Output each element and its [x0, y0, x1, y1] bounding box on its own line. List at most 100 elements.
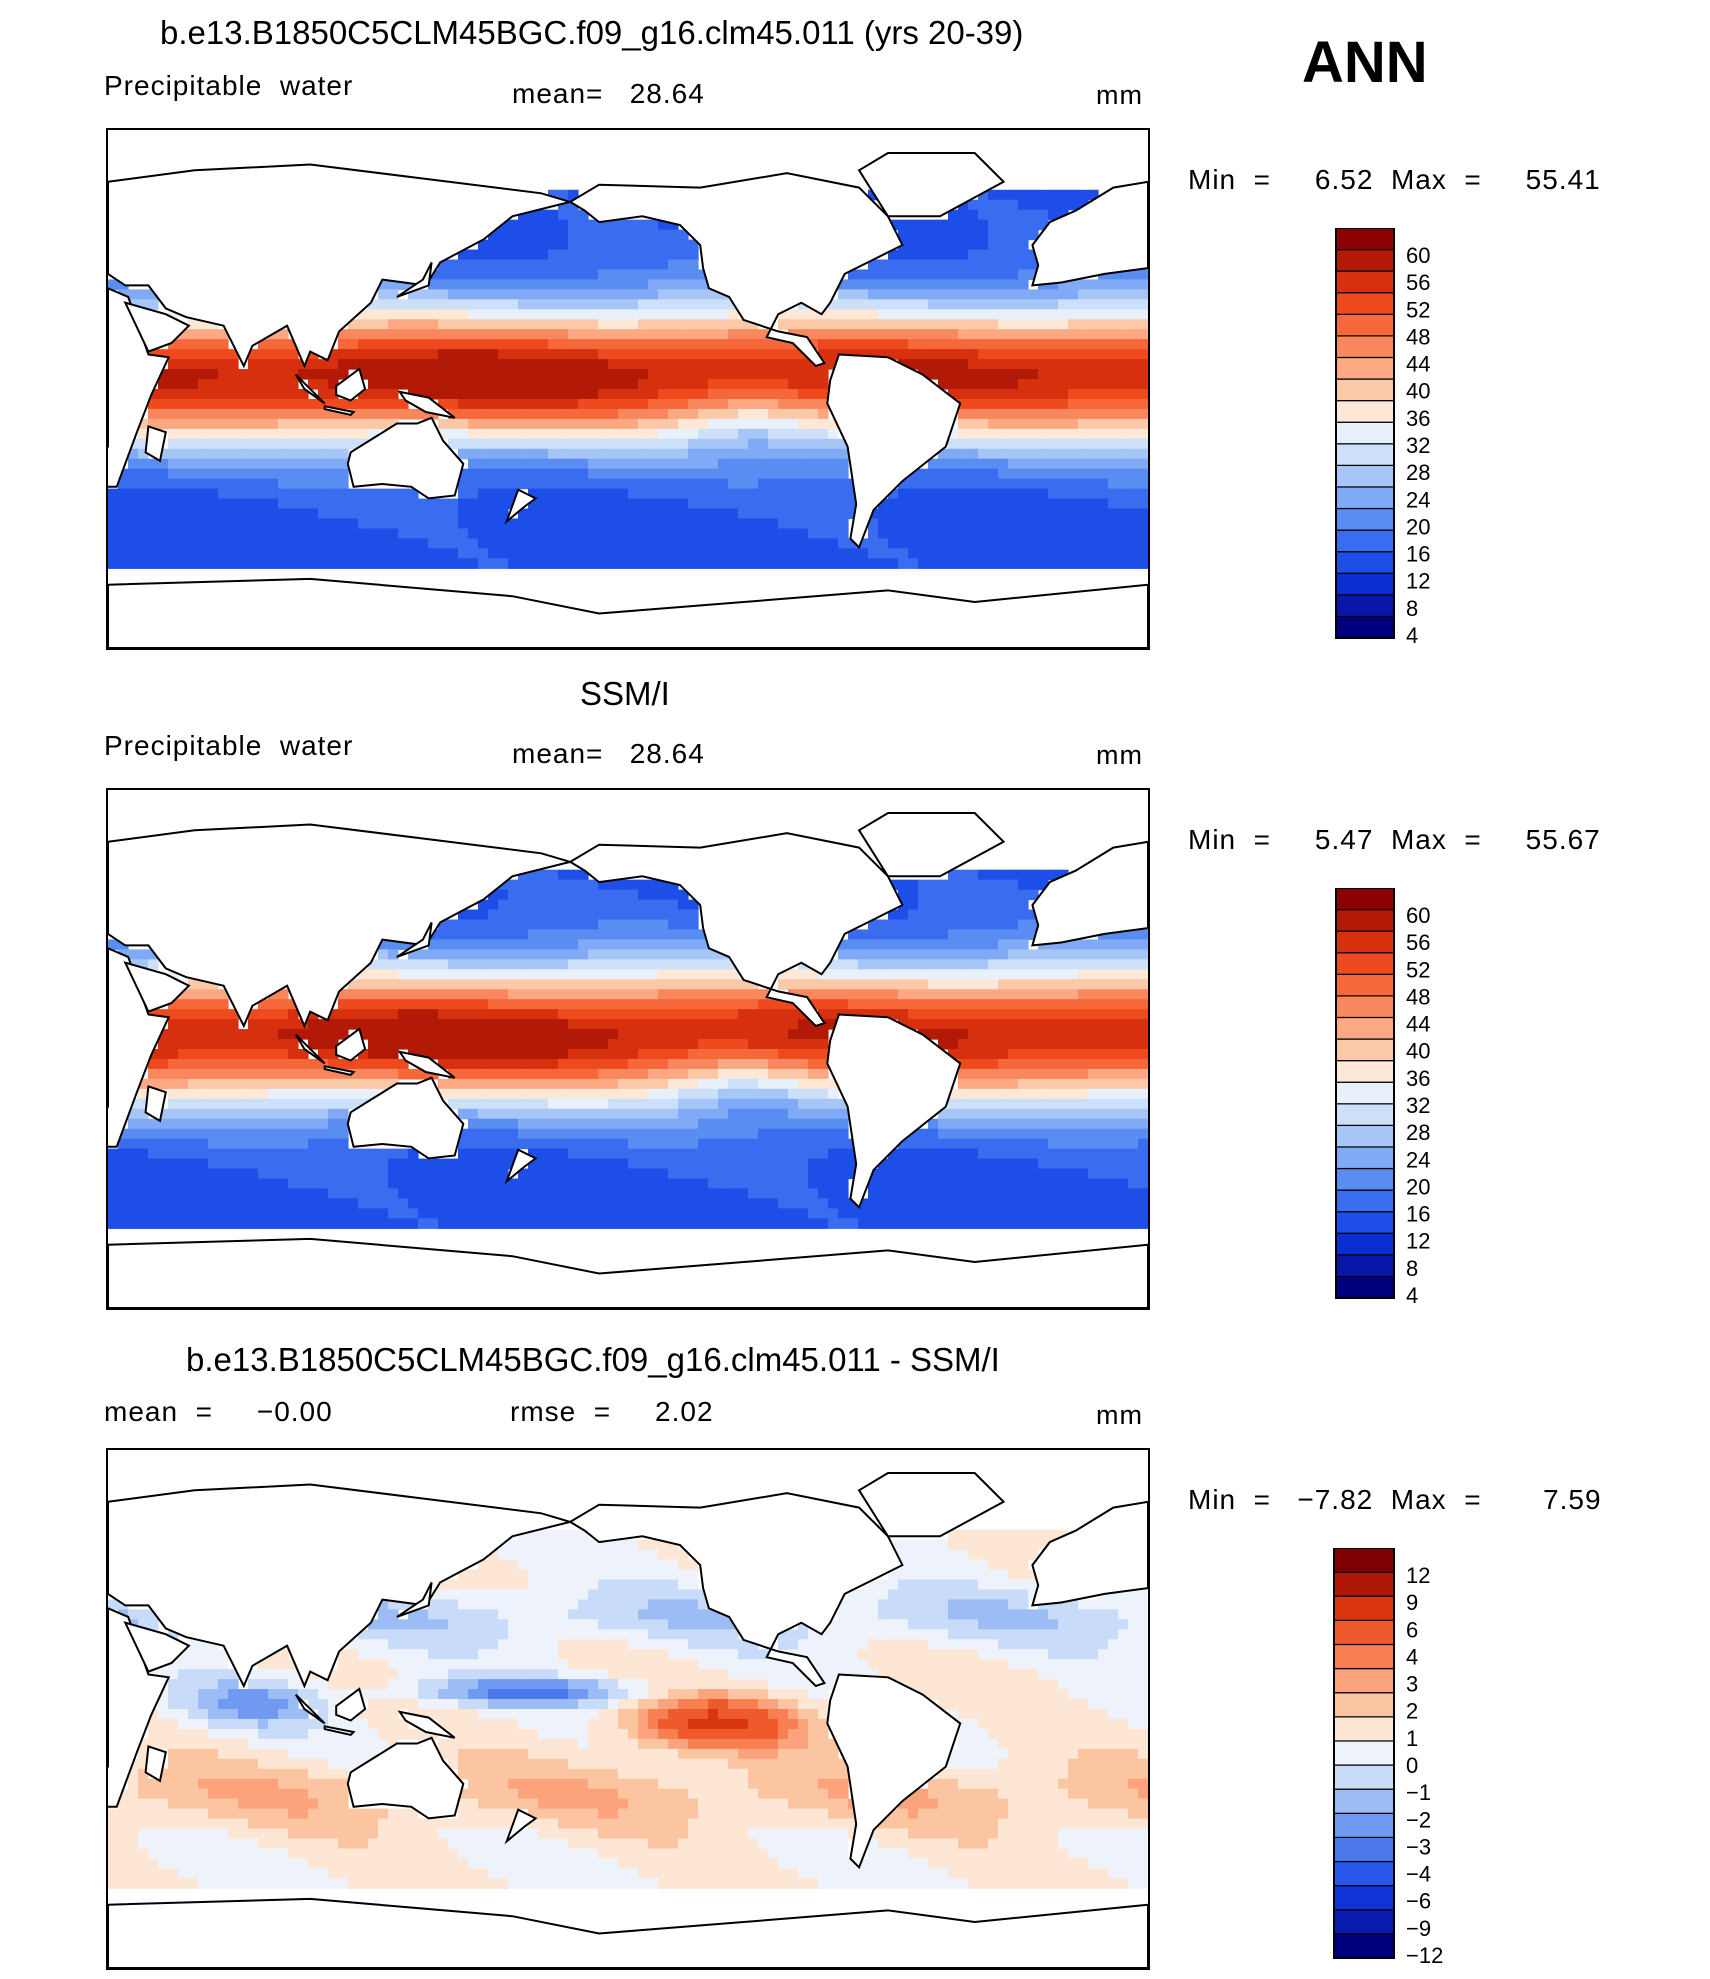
- field-cell: [548, 869, 559, 881]
- field-cell: [558, 309, 569, 320]
- field-cell: [938, 239, 949, 251]
- field-cell: [1118, 359, 1129, 370]
- field-cell: [978, 879, 989, 891]
- field-cell: [748, 1009, 759, 1020]
- field-cell: [928, 239, 939, 251]
- field-cell: [238, 1029, 249, 1040]
- field-cell: [1058, 1009, 1069, 1020]
- field-cell: [808, 538, 819, 549]
- field-cell: [1028, 1068, 1039, 1080]
- field-cell: [508, 1009, 519, 1020]
- field-cell: [678, 929, 689, 941]
- field-cell: [298, 1118, 309, 1130]
- field-cell: [888, 269, 899, 281]
- field-cell: [378, 359, 389, 370]
- field-cell: [448, 259, 459, 271]
- field-cell: [728, 1058, 739, 1070]
- field-cell: [218, 428, 229, 440]
- field-cell: [108, 558, 119, 569]
- field-cell: [1098, 548, 1109, 559]
- field-cell: [588, 438, 599, 450]
- field-cell: [728, 1088, 739, 1100]
- field-cell: [208, 1049, 219, 1060]
- field-cell: [678, 548, 689, 559]
- field-cell: [448, 369, 459, 380]
- field-cell: [758, 398, 769, 410]
- field-cell: [1098, 558, 1109, 569]
- field-cell: [788, 538, 799, 549]
- field-cell: [278, 488, 289, 500]
- field-cell: [348, 1148, 359, 1160]
- field-cell: [778, 1108, 789, 1120]
- field-cell: [758, 548, 769, 559]
- field-cell: [718, 989, 729, 1000]
- field-cell: [1018, 189, 1029, 201]
- field-cell: [1028, 438, 1039, 450]
- field-cell: [1028, 199, 1039, 211]
- field-cell: [568, 1068, 579, 1080]
- field-cell: [998, 418, 1009, 430]
- field-cell: [298, 508, 309, 520]
- field-cell: [738, 488, 749, 500]
- field-cell: [1038, 369, 1049, 380]
- field-cell: [448, 379, 459, 390]
- field-cell: [758, 1029, 769, 1040]
- field-cell: [708, 468, 719, 480]
- field-cell: [648, 329, 659, 340]
- field-cell: [398, 959, 409, 970]
- field-cell: [568, 498, 579, 510]
- field-cell: [948, 219, 959, 231]
- field-cell: [528, 398, 539, 410]
- panel-1-units-label: mm: [1096, 80, 1143, 110]
- field-cell: [268, 508, 279, 520]
- field-cell: [1028, 879, 1039, 891]
- field-cell: [698, 438, 709, 450]
- field-cell: [308, 498, 319, 510]
- field-cell: [1098, 339, 1109, 350]
- field-cell: [1078, 1078, 1089, 1090]
- field-cell: [508, 319, 519, 330]
- field-cell: [378, 548, 389, 559]
- field-cell: [1008, 1108, 1019, 1120]
- field-cell: [328, 1088, 339, 1100]
- field-cell: [598, 1148, 609, 1160]
- field-cell: [168, 1019, 179, 1030]
- field-cell: [1088, 999, 1099, 1010]
- field-cell: [738, 1019, 749, 1030]
- field-cell: [518, 939, 529, 950]
- field-cell: [408, 1019, 419, 1030]
- field-cell: [518, 309, 529, 320]
- field-cell: [488, 939, 499, 950]
- field-cell: [258, 528, 269, 540]
- field-cell: [138, 1098, 149, 1110]
- field-cell: [1098, 1058, 1109, 1070]
- field-cell: [658, 518, 669, 530]
- field-cell: [1008, 969, 1019, 980]
- field-cell: [748, 1049, 759, 1060]
- field-cell: [278, 369, 289, 380]
- field-cell: [458, 999, 469, 1010]
- field-cell: [388, 369, 399, 380]
- field-cell: [138, 959, 149, 970]
- field-cell: [778, 558, 789, 569]
- field-cell: [148, 548, 159, 559]
- field-cell: [328, 1078, 339, 1090]
- field-cell: [168, 438, 179, 450]
- field-cell: [958, 1118, 969, 1130]
- field-cell: [488, 1088, 499, 1100]
- field-cell: [1008, 929, 1019, 941]
- field-cell: [798, 379, 809, 390]
- field-cell: [1038, 219, 1049, 231]
- field-cell: [688, 289, 699, 300]
- field-cell: [468, 508, 479, 520]
- field-cell: [798, 538, 809, 549]
- field-cell: [518, 239, 529, 251]
- field-cell: [648, 478, 659, 490]
- field-cell: [1048, 969, 1059, 980]
- field-cell: [738, 428, 749, 440]
- field-cell: [548, 369, 559, 380]
- field-cell: [1098, 949, 1109, 960]
- field-cell: [618, 389, 629, 400]
- field-cell: [588, 949, 599, 960]
- field-cell: [688, 528, 699, 540]
